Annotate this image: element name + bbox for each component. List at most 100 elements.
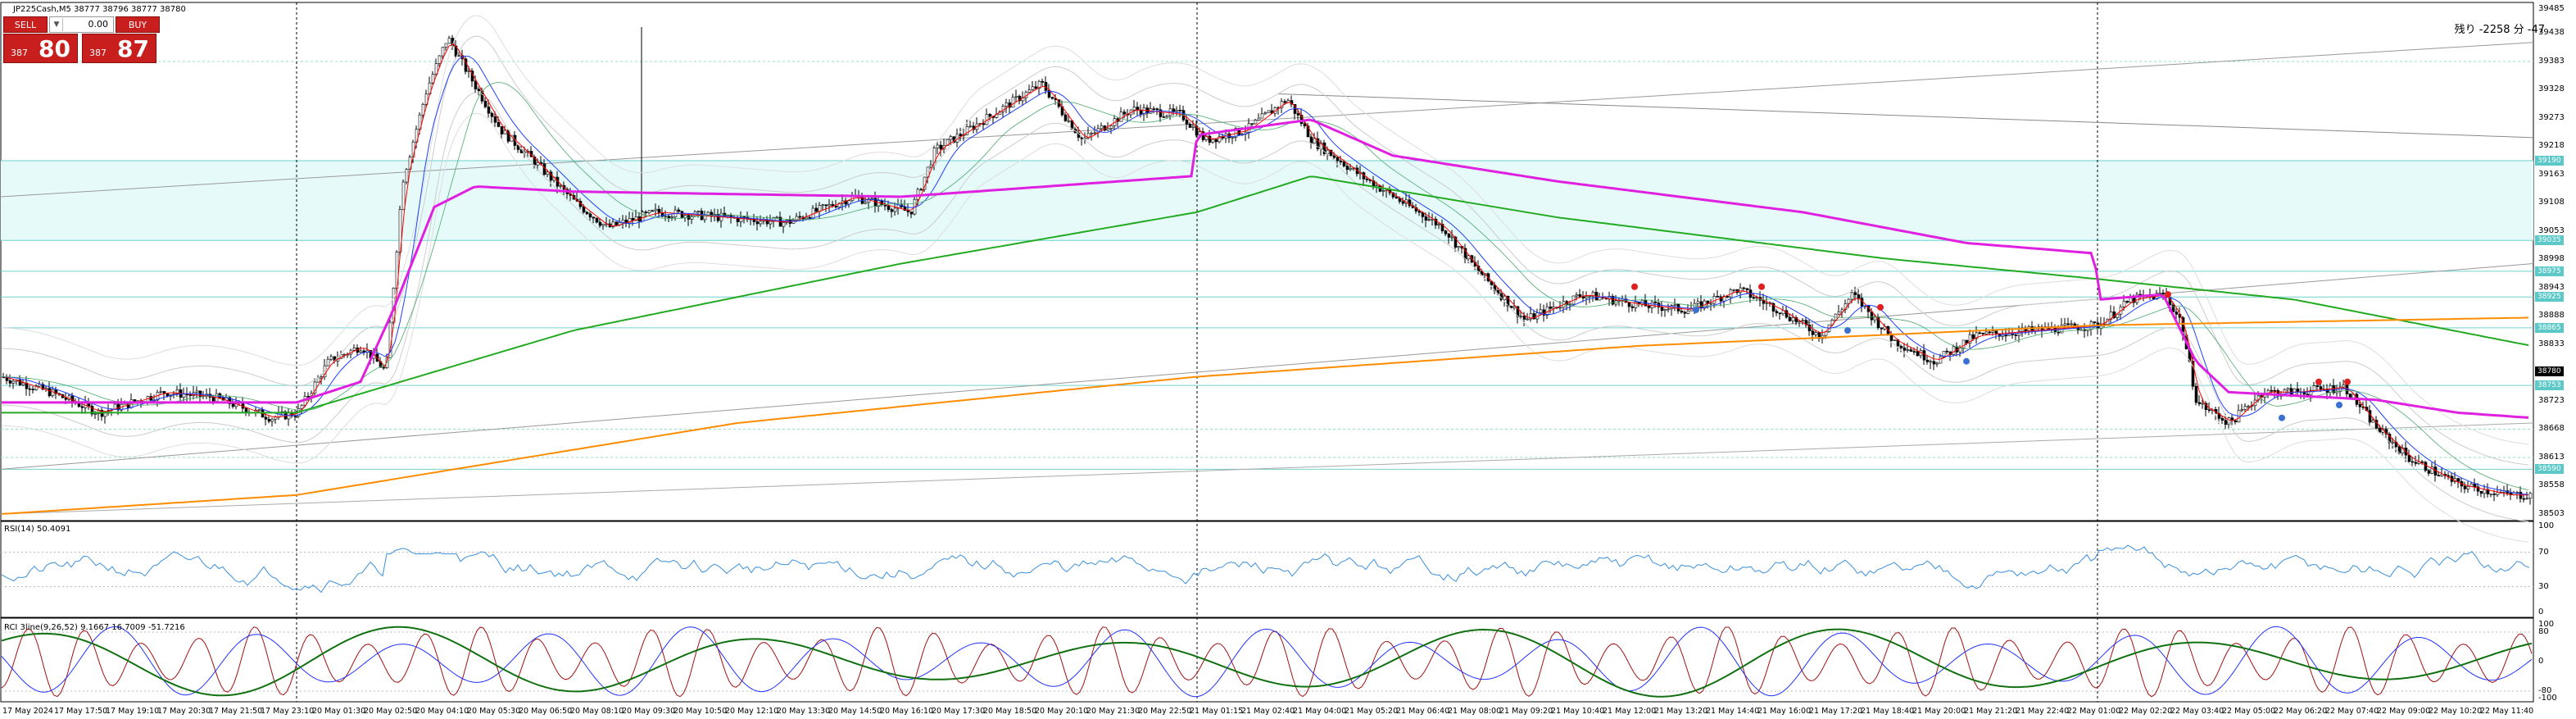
candle-body (644, 212, 648, 213)
candle-body (906, 210, 910, 212)
time-axis-label: 21 May 18:40 (1861, 707, 1915, 716)
candle-body (1254, 120, 1258, 125)
level-price-box: 38753 (2535, 380, 2564, 391)
candle-body (1263, 112, 1268, 115)
level-price-box: 38590 (2535, 464, 2564, 475)
signal-dot (1844, 327, 1851, 334)
time-axis-label: 20 May 16:10 (880, 707, 934, 716)
candle-body (533, 157, 537, 166)
buy-price-box[interactable]: 387 87 (82, 34, 156, 63)
candle-body (444, 43, 448, 48)
time-axis-label: 20 May 13:30 (777, 707, 831, 716)
candle-body (677, 209, 681, 212)
candle-body (1417, 211, 1422, 213)
candle-body (1552, 307, 1556, 309)
candle-body (1316, 138, 1320, 149)
candle-body (1942, 350, 1946, 357)
candle-body (1191, 125, 1195, 128)
level-price-box: 39035 (2535, 235, 2564, 246)
rsi-pane-border (0, 521, 2534, 618)
price-axis-label: 39273 (2538, 112, 2565, 122)
time-axis-label: 20 May 08:10 (570, 707, 624, 716)
candle-body (1742, 287, 1746, 289)
candle-body (1018, 96, 1022, 102)
candle-body (755, 221, 760, 225)
candle-body (316, 377, 320, 383)
candle-body (48, 388, 52, 397)
candle-body (690, 216, 694, 220)
candle-body (1526, 318, 1530, 321)
candle-body (919, 189, 923, 191)
candle-body (1578, 294, 1582, 297)
level-price-box: 39190 (2535, 156, 2564, 166)
bollinger-upper-2 (1, 15, 2529, 445)
candle-body (421, 104, 425, 116)
candle-body (1136, 107, 1140, 111)
candle-body (2116, 313, 2120, 318)
candle-body (1322, 142, 1327, 154)
time-axis-label: 22 May 05:00 (2222, 707, 2276, 716)
candle-body (438, 55, 442, 64)
candle-body (1539, 309, 1543, 313)
candle-body (2125, 300, 2129, 303)
candle-body (1680, 310, 1684, 313)
time-axis-label: 21 May 22:40 (2016, 707, 2070, 716)
candle-body (77, 403, 81, 407)
candle-body (211, 397, 215, 402)
candle-body (228, 397, 232, 404)
rci-long-line (1, 626, 2533, 698)
candle-body (2191, 361, 2195, 387)
candle-body (1575, 294, 1579, 297)
candle-body (2358, 403, 2362, 407)
candle-body (1922, 350, 1926, 361)
sell-price-box[interactable]: 387 80 (3, 34, 78, 63)
candle-body (2368, 410, 2372, 423)
candle-body (8, 380, 12, 384)
candle-body (2234, 420, 2238, 423)
candle-body (683, 215, 687, 218)
candle-body (2286, 388, 2290, 390)
candle-body (1683, 312, 1687, 314)
candle-body (1434, 218, 1438, 225)
time-axis-label: 22 May 03:40 (2170, 707, 2225, 716)
candle-body (1093, 132, 1097, 134)
time-axis-label: 21 May 05:20 (1345, 707, 1399, 716)
candle-body (1935, 362, 1939, 365)
buy-button[interactable]: BUY (116, 16, 160, 33)
candle-body (2122, 300, 2126, 307)
candle-body (1162, 116, 1166, 118)
candle-body (1814, 332, 1818, 335)
trendline (1277, 93, 2534, 139)
candle-body (1260, 113, 1264, 119)
candle-body (1807, 324, 1812, 331)
candle-body (1047, 90, 1051, 98)
lot-size-input[interactable]: ▼ 0.00 (49, 16, 114, 33)
candle-body (959, 134, 963, 137)
candle-body (1945, 350, 1949, 353)
sell-button[interactable]: SELL (3, 16, 48, 33)
candle-body (1660, 307, 1664, 312)
candle-body (1663, 309, 1667, 312)
candle-body (2273, 389, 2277, 392)
signal-dot (2165, 291, 2171, 298)
time-axis-label: 20 May 06:50 (519, 707, 573, 716)
candle-body (1034, 86, 1038, 89)
candle-body (651, 210, 655, 212)
time-axis-label: 21 May 06:40 (1396, 707, 1450, 716)
rsi-axis-label: 0 (2538, 608, 2544, 617)
candle-body (1050, 97, 1054, 99)
candle-body (493, 116, 497, 123)
level-price-box: 38925 (2535, 292, 2564, 303)
candle-body (1532, 313, 1536, 320)
candle-body (1211, 139, 1215, 143)
dropdown-arrow-icon[interactable]: ▼ (51, 18, 63, 31)
candle-body (1014, 96, 1018, 98)
candle-body (588, 213, 592, 218)
price-axis-label: 39163 (2538, 169, 2565, 179)
candle-body (1037, 80, 1041, 89)
candle-body (880, 200, 884, 206)
price-axis-label: 39438 (2538, 28, 2565, 38)
time-axis-label: 21 May 17:20 (1809, 707, 1863, 716)
